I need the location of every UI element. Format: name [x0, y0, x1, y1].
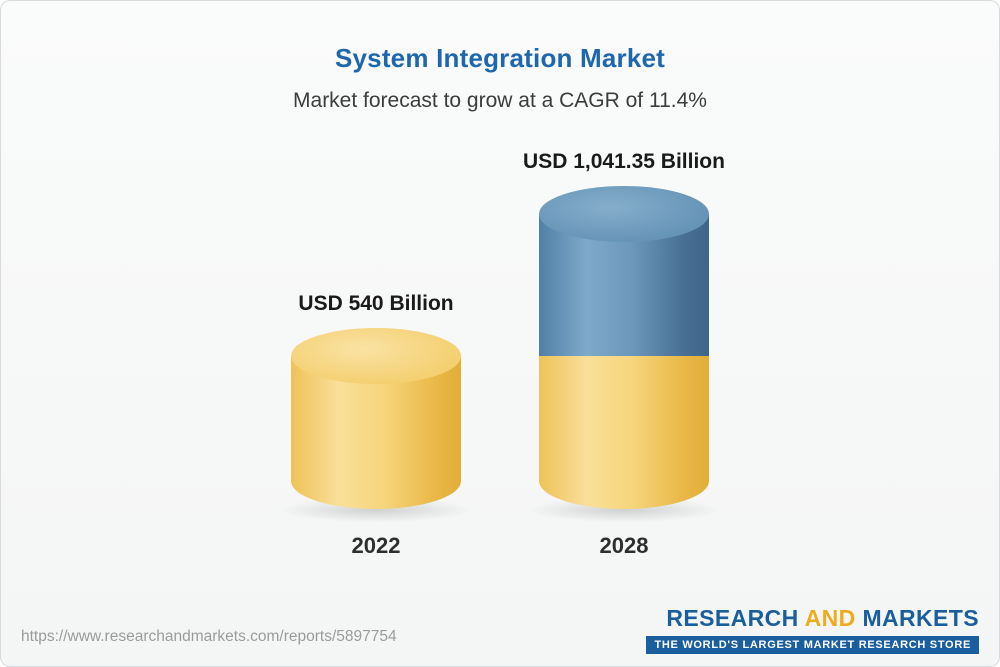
cylinder-2022 — [291, 328, 461, 509]
footer: https://www.researchandmarkets.com/repor… — [1, 594, 999, 666]
cylinder-2028-top-cap — [539, 186, 709, 242]
value-label-2022: USD 540 Billion — [298, 292, 454, 316]
logo-word-research: RESEARCH — [666, 605, 799, 631]
researchandmarkets-logo: RESEARCH AND MARKETS THE WORLD'S LARGEST… — [646, 605, 979, 654]
report-url: https://www.researchandmarkets.com/repor… — [21, 628, 397, 645]
cylinder-2028 — [539, 186, 709, 509]
chart-title: System Integration Market — [334, 43, 666, 73]
year-label-2028: 2028 — [599, 533, 649, 558]
cylinder-2028-base-segment — [539, 356, 709, 509]
cylinder-2022-top-cap — [291, 328, 461, 385]
value-label-2028: USD 1,041.35 Billion — [523, 150, 725, 173]
logo-tagline: THE WORLD'S LARGEST MARKET RESEARCH STOR… — [646, 636, 979, 654]
logo-word-markets: MARKETS — [862, 605, 979, 631]
chart-subtitle: Market forecast to grow at a CAGR of 11.… — [293, 89, 707, 112]
logo-wordmark: RESEARCH AND MARKETS — [646, 605, 979, 632]
cylinder-2028-growth-segment — [539, 186, 709, 357]
year-label-2022: 2022 — [351, 533, 401, 558]
logo-word-and: AND — [804, 605, 856, 631]
